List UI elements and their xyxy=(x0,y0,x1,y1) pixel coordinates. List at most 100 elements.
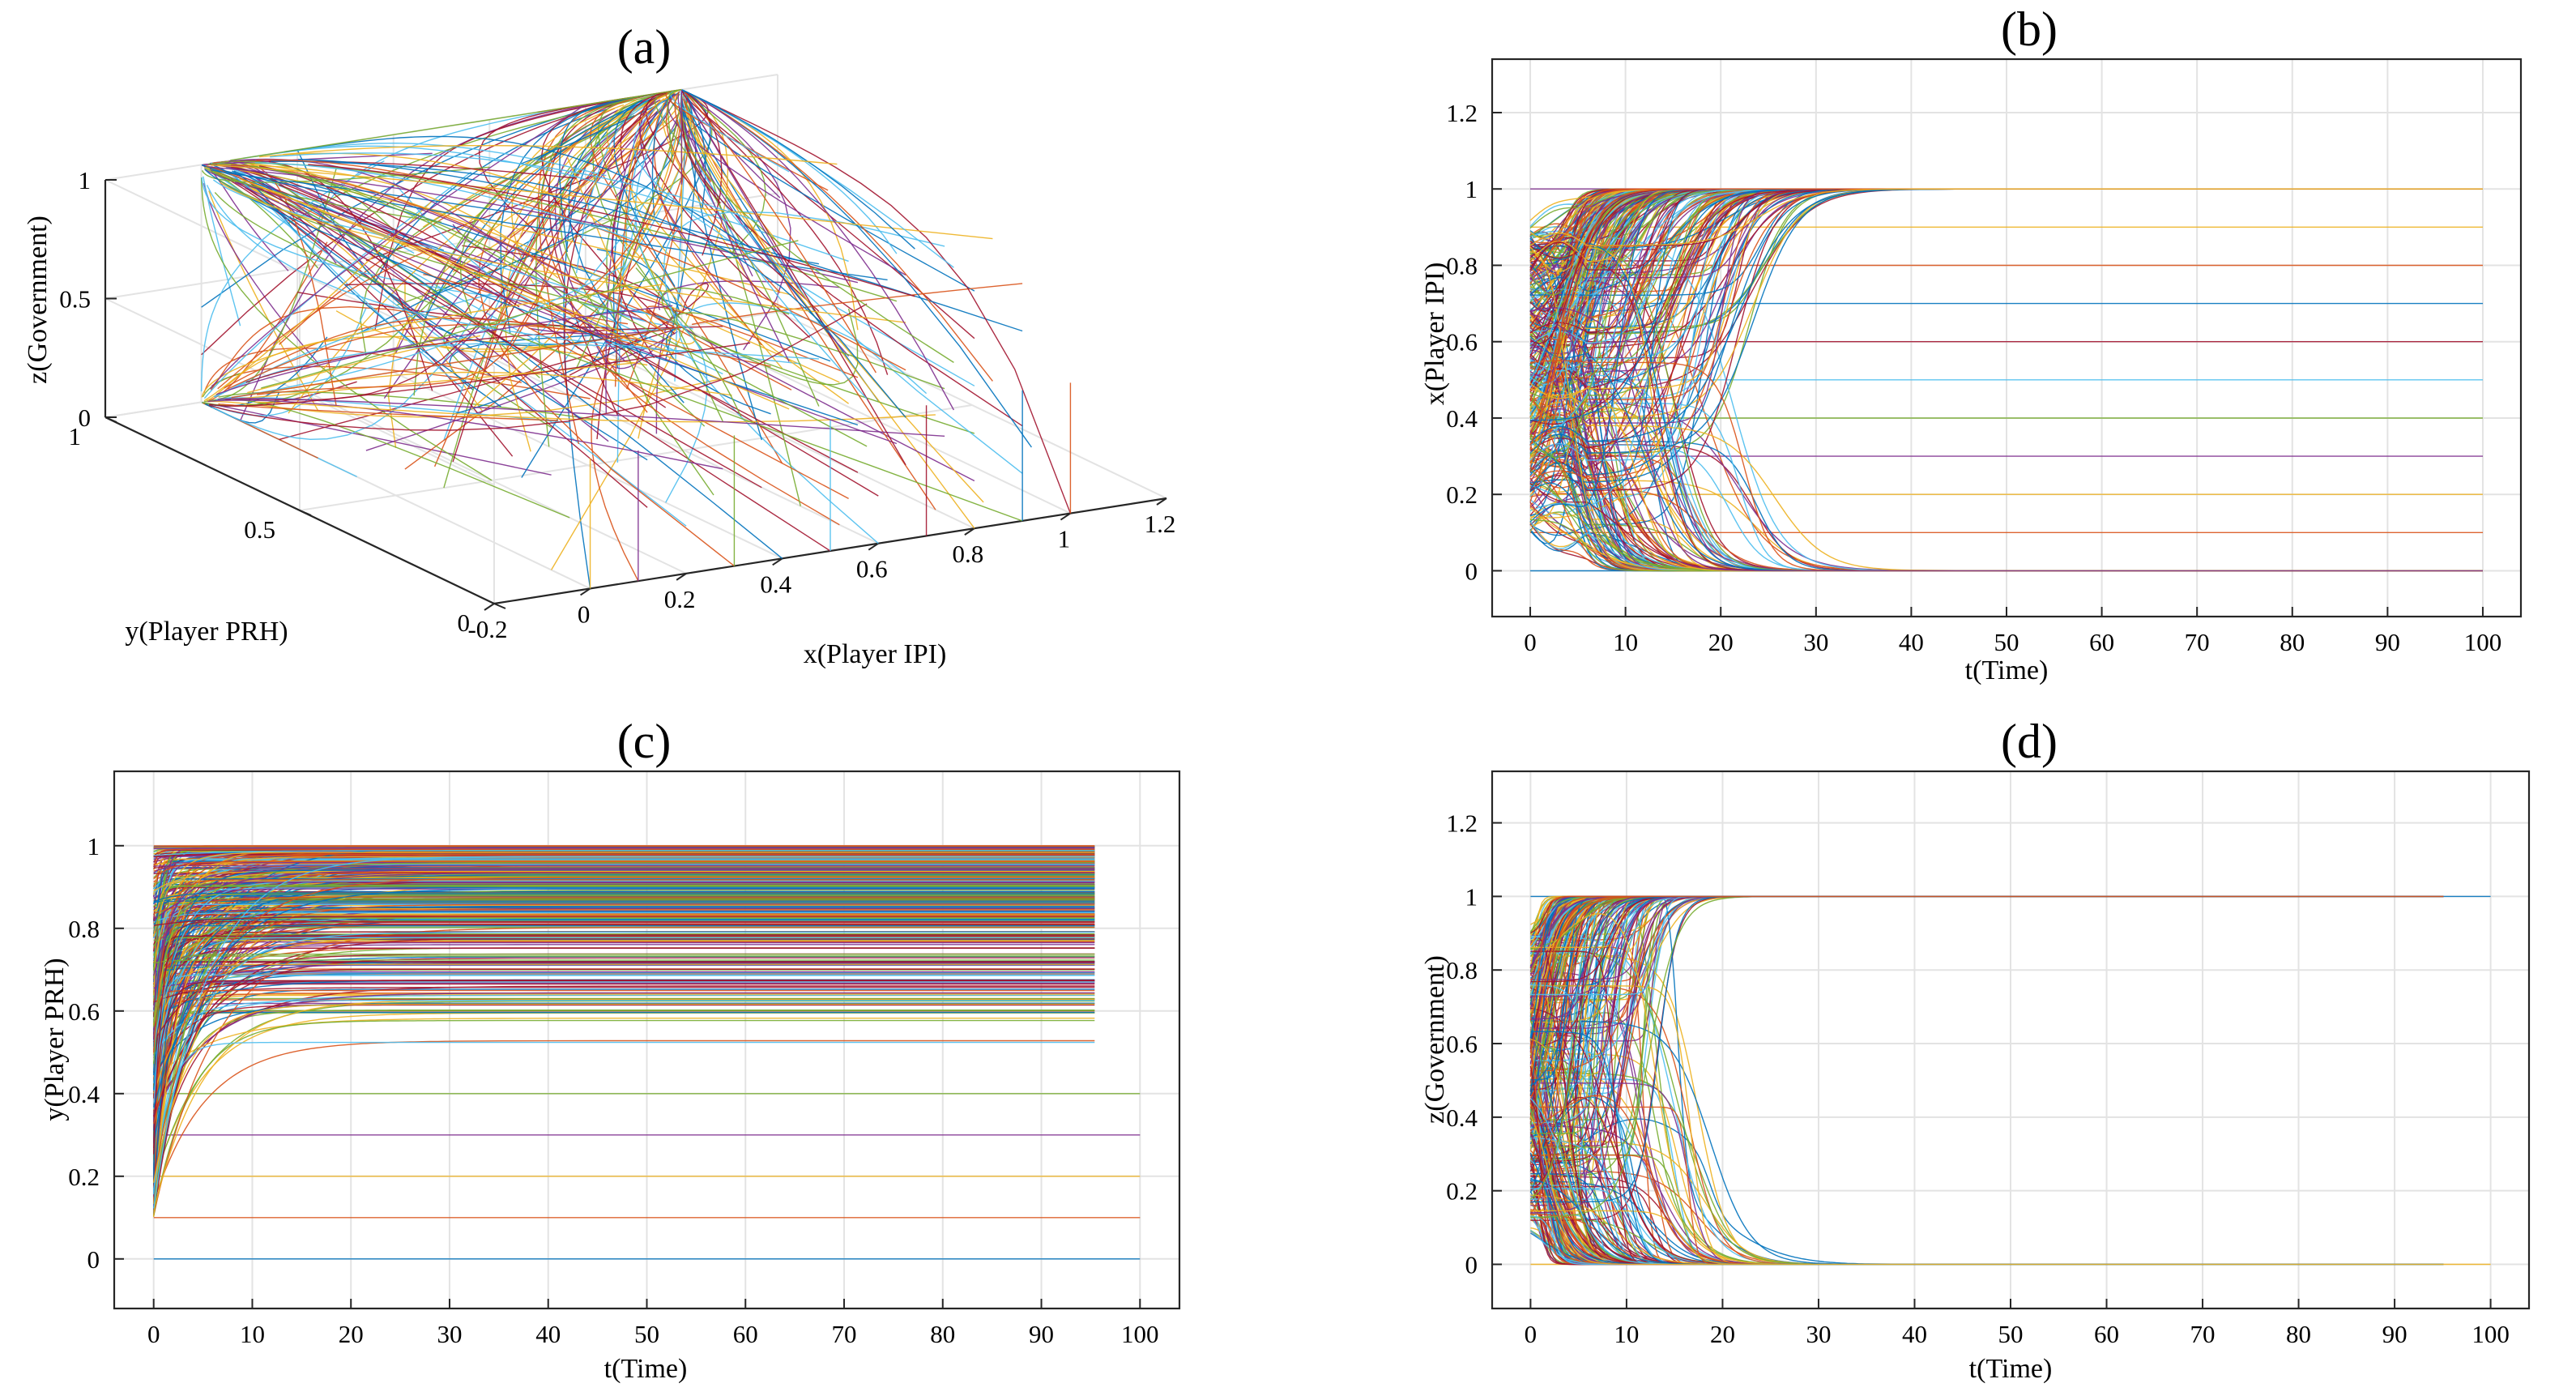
panel-a-xtick-label: 1.2 xyxy=(1145,510,1176,538)
panel-d-trajectory xyxy=(1530,895,2444,1161)
panel-a-trajectory xyxy=(230,166,520,308)
panel-a-trajectory xyxy=(233,170,783,559)
panel-a-trajectory xyxy=(241,177,831,552)
panel-d-trajectory xyxy=(1529,895,2444,968)
panel-a-ztick-label: 1 xyxy=(79,166,92,194)
panel-a-zlabel: z(Government) xyxy=(23,216,53,384)
panel-d-xtick-label: 30 xyxy=(1806,1320,1831,1348)
panel-c-trajectory xyxy=(153,914,1095,1217)
panel-a-xtick-label: 1 xyxy=(1058,525,1071,553)
panel-c-trajectory xyxy=(153,867,1095,873)
panel-a-trajectory xyxy=(203,167,442,223)
panel-a-trajectory xyxy=(209,104,586,390)
panel-c-trajectory xyxy=(153,920,1095,1149)
panel-d-trajectory xyxy=(1529,895,2444,1034)
panel-c-trajectory xyxy=(153,937,1095,1084)
panel-b-ytick-label: 0 xyxy=(1465,557,1478,585)
panel-d-trajectory xyxy=(1529,1054,2444,1266)
panel-d-trajectory xyxy=(1529,895,2444,1048)
panel-c-trajectory xyxy=(153,975,1095,1190)
panel-a-trajectory xyxy=(245,186,762,489)
panel-d-trajectory xyxy=(1530,895,2444,968)
panel-d-trajectory xyxy=(1529,1115,2444,1266)
panel-d-ytick-label: 0.4 xyxy=(1446,1104,1478,1132)
panel-d-xtick-label: 90 xyxy=(2382,1320,2408,1348)
panel-c-trajectory xyxy=(153,1004,1095,1083)
panel-a-trajectory xyxy=(471,95,691,410)
panel-d-trajectory xyxy=(1530,895,2444,1035)
panel-a-trajectory xyxy=(639,98,733,301)
panel-d-trajectory xyxy=(1530,895,2444,1134)
panel-d-xtick-label: 60 xyxy=(2094,1320,2119,1348)
panel-d-trajectory xyxy=(1530,895,2444,1121)
panel-c-trajectory xyxy=(153,1003,1095,1184)
panel-d-trajectory xyxy=(1530,1067,2444,1266)
panel-a-trajectory xyxy=(634,112,703,351)
panel-d-trajectory xyxy=(1529,895,2444,1123)
panel-a-trajectory xyxy=(257,204,568,395)
panel-c-trajectory xyxy=(153,847,1095,850)
panel-a-trajectory xyxy=(231,326,682,399)
panel-d-trajectory xyxy=(1530,895,2444,1221)
panel-d-trajectory xyxy=(1530,895,2444,1214)
panel-a-trajectory xyxy=(697,107,889,375)
panel-a-xtick-mark xyxy=(1060,512,1071,521)
panel-c-ylabel: y(Player PRH) xyxy=(40,958,70,1121)
panel-d-ylabel: z(Government) xyxy=(1420,955,1450,1124)
panel-a-trajectory xyxy=(661,287,790,326)
panel-a-trajectory xyxy=(678,327,879,544)
panel-d-trajectory xyxy=(1529,895,2444,1104)
panel-c-trajectory xyxy=(153,1010,1095,1168)
panel-d-trajectory xyxy=(1529,1230,2444,1266)
panel-a-trajectory xyxy=(677,91,790,362)
panel-a-trajectory xyxy=(256,159,906,371)
panel-c-trajectory xyxy=(153,886,1095,1064)
panel-d-xtick-label: 70 xyxy=(2190,1320,2216,1348)
panel-d-trajectory xyxy=(1529,895,2444,1097)
panel-c-ytick-label: 1 xyxy=(87,832,100,860)
panel-c-trajectory xyxy=(153,1040,1095,1203)
panel-d-trajectory xyxy=(1529,895,2444,967)
panel-c-trajectory xyxy=(153,1000,1095,1057)
panel-c-trajectory xyxy=(153,1012,1095,1184)
panel-c-trajectory xyxy=(153,917,1095,1065)
panel-c-trajectory xyxy=(153,886,1095,971)
panel-c-trajectory xyxy=(153,905,1095,956)
panel-a-trajectory xyxy=(694,96,955,411)
panel-d-trajectory xyxy=(1530,1035,2444,1266)
panel-d-title: (d) xyxy=(2001,715,2058,768)
panel-a-trajectory xyxy=(691,283,1023,326)
panel-d-trajectory xyxy=(1529,1039,2444,1266)
panel-a-trajectory xyxy=(663,211,945,318)
panel-c-trajectory xyxy=(153,884,1095,979)
panel-d-trajectory xyxy=(1530,895,2444,1028)
panel-a-trajectory xyxy=(598,95,723,422)
panel-d-trajectory xyxy=(1530,1154,2444,1266)
panel-a-trajectory xyxy=(568,100,685,403)
panel-d-trajectories xyxy=(1529,895,2491,1266)
panel-c-ytick-label: 0.2 xyxy=(68,1163,100,1191)
panel-b-trajectory xyxy=(1529,313,2483,572)
panel-a-ytick-label: 1 xyxy=(69,422,82,450)
panel-d-trajectory xyxy=(1529,1159,2444,1266)
panel-a-trajectory xyxy=(211,290,493,441)
panel-c-trajectory xyxy=(153,880,1095,1048)
panel-d-trajectory xyxy=(1529,895,2444,1125)
panel-b-ytick-label: 0.4 xyxy=(1446,404,1478,433)
panel-c-trajectory xyxy=(153,998,1095,1180)
panel-a-ytick-mark xyxy=(299,510,312,516)
panel-d-trajectory xyxy=(1529,895,2444,1205)
panel-c-trajectory xyxy=(153,888,1095,1108)
panel-d-trajectory xyxy=(1530,1066,2444,1266)
panel-c-trajectory xyxy=(153,860,1095,880)
panel-a-trajectory xyxy=(200,160,385,391)
panel-d-trajectory xyxy=(1529,895,2444,1120)
panel-d-trajectory xyxy=(1529,1154,2444,1266)
panel-c-xtick-label: 90 xyxy=(1029,1320,1054,1348)
panel-d-trajectory xyxy=(1529,1159,2444,1266)
panel-a-trajectory xyxy=(674,91,712,182)
panel-b-xtick-label: 50 xyxy=(1994,628,2019,656)
panel-d-trajectory xyxy=(1529,1136,2444,1266)
panel-b-xtick-label: 40 xyxy=(1899,628,1924,656)
